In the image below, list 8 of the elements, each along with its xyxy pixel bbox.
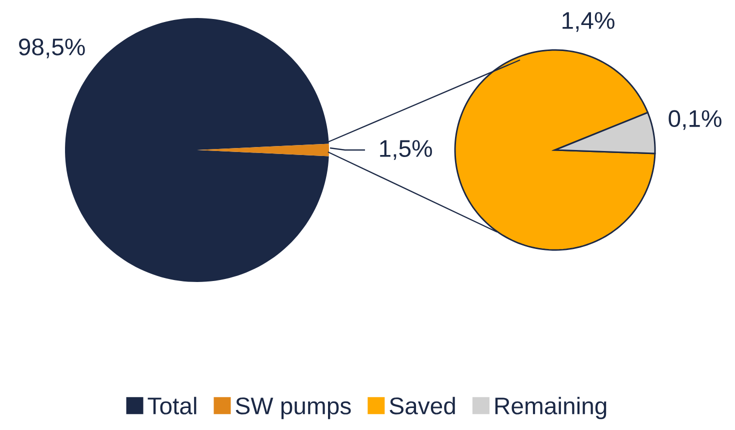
- data-label: 98,5%: [19, 38, 85, 58]
- data-label: 1,4%: [562, 12, 614, 32]
- legend-label: Total: [148, 396, 196, 414]
- legend-label: Remaining: [495, 396, 606, 420]
- legend-label: Saved: [390, 396, 455, 414]
- data-label: 1,5%: [380, 140, 432, 160]
- legend-label: SW pumps: [236, 397, 351, 420]
- data-label: 0,1%: [668, 110, 722, 130]
